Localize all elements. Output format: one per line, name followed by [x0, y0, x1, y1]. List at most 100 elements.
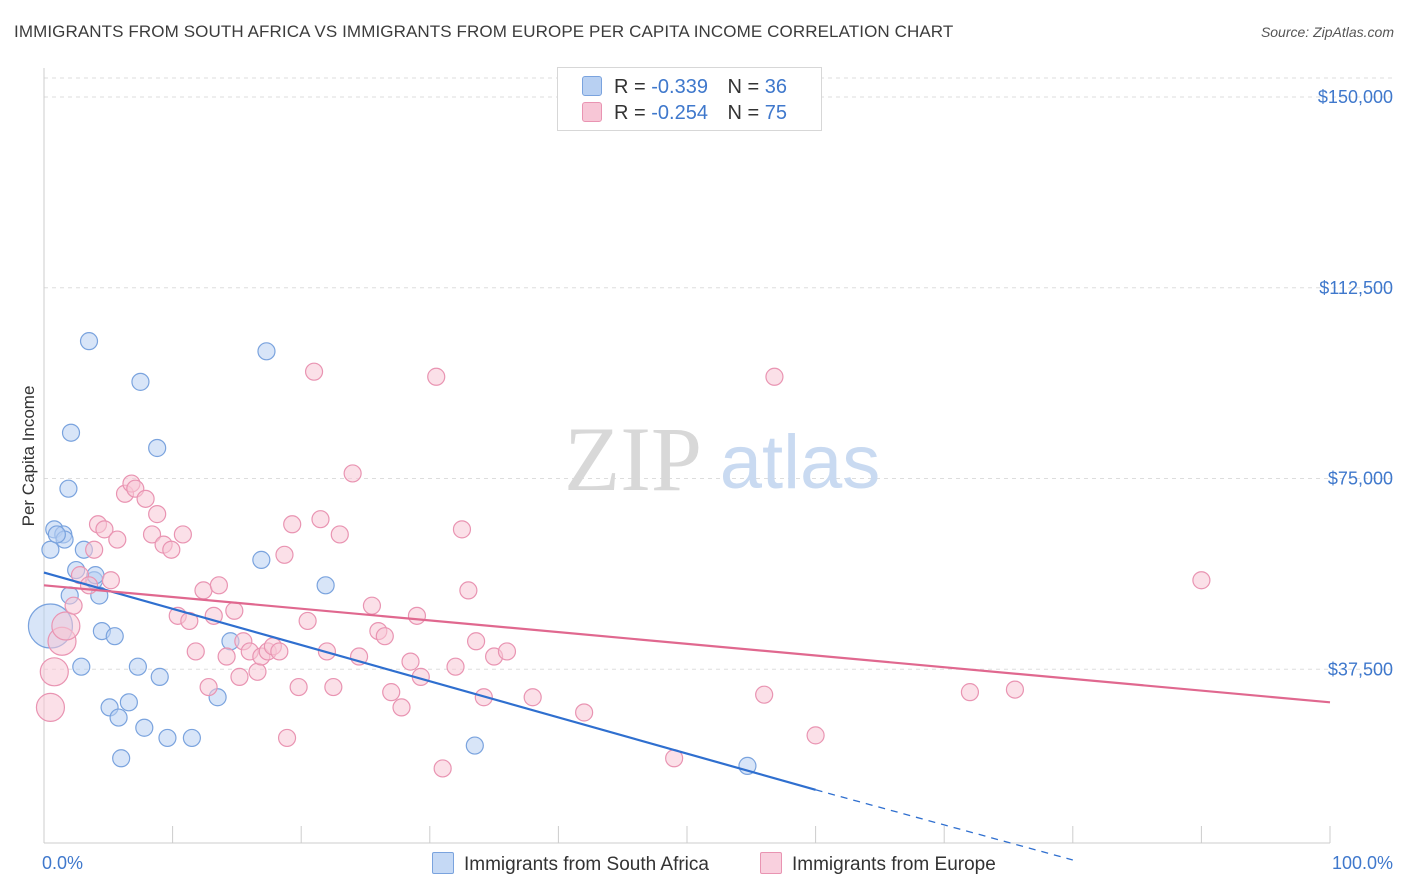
- watermark-atlas: atlas: [720, 420, 881, 505]
- trend-lines: [43, 571, 1331, 861]
- south-africa-point: [41, 540, 60, 559]
- europe-point: [277, 728, 297, 748]
- europe-point: [173, 525, 192, 544]
- south-africa-point: [150, 667, 169, 686]
- europe-point: [427, 367, 446, 386]
- europe-point: [101, 571, 120, 590]
- europe-point: [217, 647, 236, 666]
- europe-point: [142, 525, 162, 544]
- europe-point: [311, 510, 330, 529]
- south-africa-point: [135, 718, 154, 737]
- europe-point: [446, 657, 465, 676]
- x-tick-label-min: 0.0%: [42, 853, 83, 873]
- legend-n-value: 36: [764, 76, 788, 98]
- europe-point: [330, 525, 349, 544]
- south-africa-point: [131, 372, 150, 391]
- legend-n-label: N =: [727, 102, 760, 124]
- europe-point: [95, 520, 114, 539]
- europe-point: [362, 596, 382, 615]
- correlation-legend: R = -0.339 N = 36 R = -0.254 N = 75: [557, 67, 822, 131]
- europe-point: [806, 726, 825, 745]
- europe-point: [283, 515, 302, 534]
- south-africa-point: [252, 550, 271, 569]
- legend-n-value: 75: [764, 102, 788, 124]
- europe-point: [392, 698, 411, 717]
- tick-labels: $37,500 $75,000 $112,500 $150,000 0.0% 100.0%: [42, 87, 1393, 873]
- europe-point: [452, 520, 472, 539]
- europe-point: [275, 545, 294, 564]
- europe-point: [382, 683, 401, 702]
- europe-point: [186, 642, 205, 661]
- legend-row-south-africa: R = -0.339 N = 36: [582, 76, 787, 102]
- europe-point: [1192, 571, 1211, 590]
- watermark: ZIP atlas: [564, 408, 880, 510]
- europe-point: [194, 581, 213, 600]
- europe-point: [230, 667, 249, 686]
- legend-row-europe: R = -0.254 N = 75: [582, 102, 787, 128]
- europe-point: [199, 677, 218, 697]
- south-africa-point: [316, 576, 335, 595]
- south-africa-point: [105, 627, 124, 646]
- y-tick-label: $112,500: [1319, 278, 1393, 298]
- bottom-legend-swatch-pink: [760, 852, 782, 874]
- europe-point: [39, 657, 69, 687]
- south-africa-point: [112, 749, 131, 768]
- europe-point: [162, 540, 181, 559]
- watermark-zip: ZIP: [564, 408, 702, 510]
- south-africa-point: [79, 332, 99, 351]
- legend-r-label: R =: [614, 76, 646, 98]
- europe-point: [51, 611, 81, 641]
- europe-point: [459, 581, 478, 600]
- bottom-legend-label: Immigrants from Europe: [792, 854, 996, 875]
- europe-point: [324, 677, 343, 697]
- legend-r-value: -0.254: [651, 102, 708, 124]
- chart-title: IMMIGRANTS FROM SOUTH AFRICA VS IMMIGRAN…: [14, 22, 954, 41]
- europe-point: [248, 662, 267, 681]
- europe-point: [35, 692, 66, 723]
- south-africa-point: [182, 728, 201, 748]
- chart-source: Source: ZipAtlas.com: [1260, 24, 1394, 40]
- legend-swatch-pink: [582, 102, 602, 122]
- europe-point: [755, 685, 774, 704]
- europe-point: [401, 652, 420, 671]
- south-africa-point: [257, 342, 276, 361]
- y-tick-label: $150,000: [1318, 87, 1393, 107]
- legend-swatch-blue: [582, 76, 602, 96]
- south-africa-trend-line: [43, 571, 816, 791]
- south-africa-point: [59, 479, 78, 498]
- europe-point: [375, 627, 394, 646]
- y-axis-label: Per Capita Income: [19, 386, 38, 527]
- europe-point: [136, 489, 155, 508]
- europe-point: [523, 688, 542, 707]
- y-tick-label: $37,500: [1328, 659, 1393, 679]
- south-africa-point: [128, 657, 147, 676]
- europe-point: [575, 703, 594, 722]
- europe-point: [225, 601, 244, 620]
- europe-point: [108, 530, 127, 549]
- europe-point: [765, 367, 784, 386]
- south-africa-point: [119, 693, 138, 712]
- europe-point: [298, 611, 317, 631]
- europe-point: [466, 632, 486, 651]
- south-africa-point: [72, 657, 91, 676]
- south-africa-point: [61, 423, 81, 442]
- europe-trend-line: [43, 584, 1331, 704]
- legend-r-value: -0.339: [651, 76, 708, 98]
- europe-point: [64, 596, 83, 615]
- europe-point: [433, 759, 452, 778]
- bottom-legend-south-africa: Immigrants from South Africa: [432, 852, 709, 876]
- europe-point: [1005, 680, 1025, 699]
- europe-point: [289, 677, 308, 697]
- south-africa-point: [148, 438, 167, 458]
- x-tick-label-max: 100.0%: [1332, 853, 1393, 873]
- europe-point: [407, 606, 427, 625]
- data-points: [27, 332, 1211, 778]
- south-africa-trend-extension: [815, 789, 1073, 861]
- bottom-legend-swatch-blue: [432, 852, 454, 874]
- axes: [43, 68, 1331, 844]
- south-africa-point: [109, 708, 128, 727]
- europe-point: [209, 576, 228, 595]
- legend-n-label: N =: [727, 76, 760, 98]
- bottom-legend-label: Immigrants from South Africa: [464, 854, 709, 875]
